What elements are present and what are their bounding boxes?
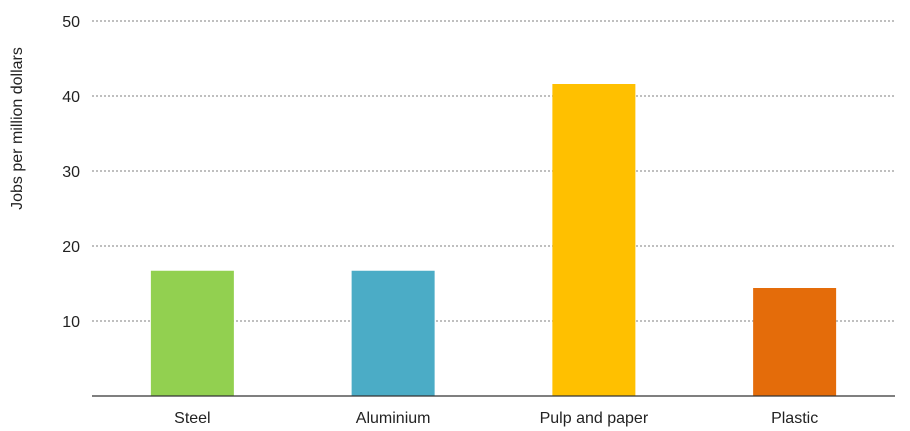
bars xyxy=(150,84,837,396)
y-tick-label-40: 40 xyxy=(62,89,80,106)
bar-pulp-and-paper xyxy=(552,84,636,396)
x-category-label-pulp-and-paper: Pulp and paper xyxy=(540,410,649,427)
y-tick-label-30: 30 xyxy=(62,164,80,181)
y-tick-label-50: 50 xyxy=(62,14,80,31)
x-category-label-plastic: Plastic xyxy=(771,410,818,427)
x-category-label-steel: Steel xyxy=(174,410,210,427)
y-tick-label-10: 10 xyxy=(62,314,80,331)
x-axis-categories: Steel Aluminium Pulp and paper Plastic xyxy=(174,410,818,427)
y-axis-ticks: 10 20 30 40 50 xyxy=(62,14,80,331)
bar-steel xyxy=(150,270,234,396)
x-category-label-aluminium: Aluminium xyxy=(356,410,431,427)
bar-plastic xyxy=(753,288,837,396)
y-axis-title: Jobs per million dollars xyxy=(9,47,26,210)
y-tick-label-20: 20 xyxy=(62,239,80,256)
bar-aluminium xyxy=(351,270,435,396)
